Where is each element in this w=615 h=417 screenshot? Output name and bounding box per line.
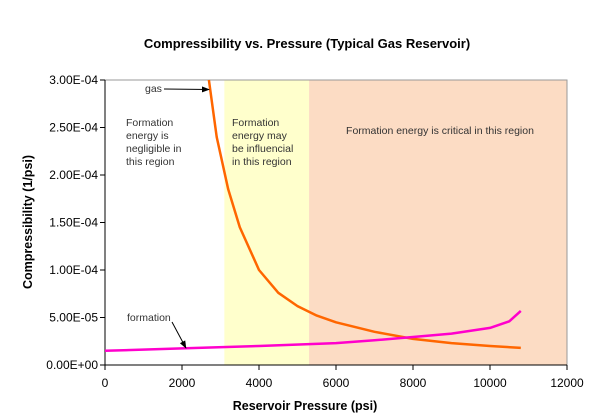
y-axis-label: Compressibility (1/psi): [21, 155, 35, 289]
y-tick-label: 2.00E-04: [49, 168, 98, 182]
region-label-0: negligible in: [126, 143, 182, 155]
region-label-1: in this region: [232, 156, 292, 168]
region-0: [105, 80, 225, 365]
x-tick-label: 8000: [400, 376, 427, 390]
series-formation: [104, 309, 522, 353]
annotation-gas: gas: [145, 83, 162, 95]
x-tick-label: 6000: [323, 376, 350, 390]
y-tick-label: 1.00E-04: [49, 263, 98, 277]
region-label-0: this region: [126, 156, 175, 168]
y-tick-label: 2.50E-04: [49, 121, 98, 135]
annotation-arrow: [163, 86, 210, 93]
y-tick-label: 5.00E-05: [49, 311, 98, 325]
region-2: [309, 80, 567, 365]
annotation-formation: formation: [127, 312, 171, 324]
series-gas: [207, 79, 521, 350]
x-tick-label: 4000: [246, 376, 273, 390]
region-label-1: Formation: [232, 117, 279, 129]
x-tick-label: 10000: [473, 376, 507, 390]
region-label-2: Formation energy is critical in this reg…: [346, 125, 534, 137]
y-tick-label: 0.00E+00: [46, 358, 98, 372]
y-tick-label: 1.50E-04: [49, 216, 98, 230]
annotation-arrow: [171, 321, 187, 349]
x-tick-label: 12000: [550, 376, 584, 390]
chart-title: Compressibility vs. Pressure (Typical Ga…: [144, 36, 470, 51]
region-label-1: be influencial: [232, 143, 293, 155]
x-tick-label: 2000: [169, 376, 196, 390]
region-label-0: Formation: [126, 117, 173, 129]
y-tick-label: 3.00E-04: [49, 73, 98, 87]
x-axis-label: Reservoir Pressure (psi): [233, 399, 378, 413]
region-label-1: energy may: [232, 130, 288, 142]
x-tick-label: 0: [102, 376, 109, 390]
region-label-0: energy is: [126, 130, 169, 142]
